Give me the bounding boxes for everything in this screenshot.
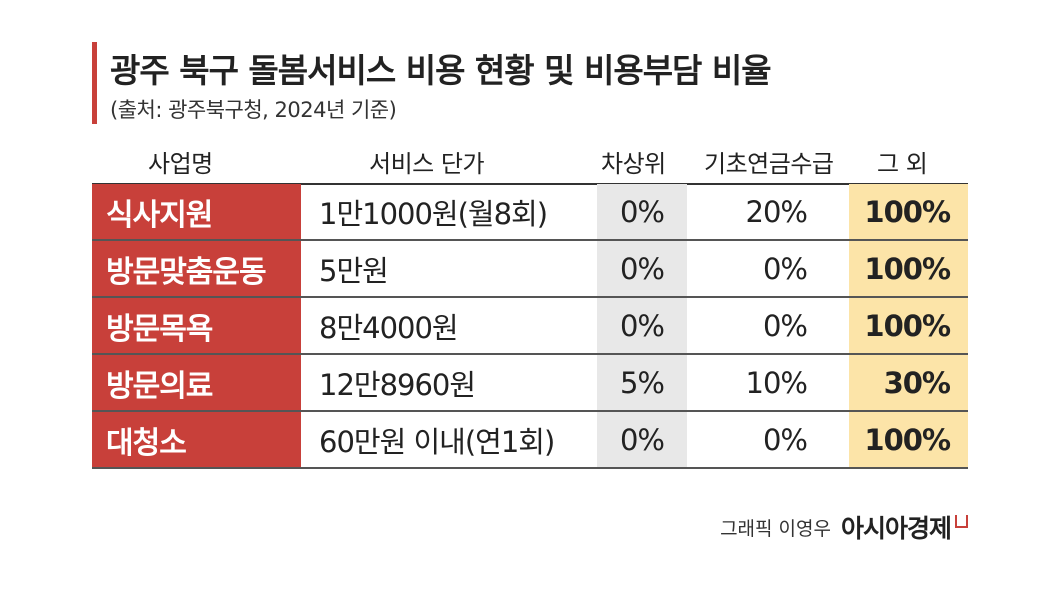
row-price-cell: 5만원 bbox=[319, 253, 389, 288]
table-row: 식사지원 1만1000원(월8회) 0% 20% 100% bbox=[92, 184, 968, 241]
row-pension-cell: 10% bbox=[745, 365, 808, 400]
row-other-cell: 100% bbox=[849, 412, 968, 467]
row-price-cell: 1만1000원(월8회) bbox=[319, 196, 548, 231]
table-row: 방문목욕 8만4000원 0% 0% 100% bbox=[92, 298, 968, 355]
row-name-cell: 방문목욕 bbox=[92, 298, 301, 353]
row-pension-cell: 20% bbox=[745, 194, 808, 229]
row-other-cell: 100% bbox=[849, 184, 968, 239]
header-other: 그 외 bbox=[877, 150, 928, 178]
row-low-income-cell: 5% bbox=[597, 355, 687, 410]
header-price: 서비스 단가 bbox=[369, 150, 485, 178]
row-name-cell: 방문의료 bbox=[92, 355, 301, 410]
row-pension-cell: 0% bbox=[762, 422, 808, 457]
header-name: 사업명 bbox=[148, 150, 213, 178]
table-body: 식사지원 1만1000원(월8회) 0% 20% 100% 방문맞춤운동 5만원… bbox=[92, 184, 968, 469]
row-low-income-cell: 0% bbox=[597, 241, 687, 296]
source-subtitle: (출처: 광주북구청, 2024년 기준) bbox=[110, 98, 397, 122]
row-other-cell: 100% bbox=[849, 298, 968, 353]
row-pension-cell: 0% bbox=[762, 308, 808, 343]
graphic-credit: 그래픽 이영우 bbox=[720, 517, 831, 540]
row-price-cell: 12만8960원 bbox=[319, 367, 476, 402]
table-row: 방문맞춤운동 5만원 0% 0% 100% bbox=[92, 241, 968, 298]
cost-table: 사업명 서비스 단가 차상위 기초연금수급 그 외 식사지원 1만1000원(월… bbox=[92, 136, 968, 469]
table-header-row: 사업명 서비스 단가 차상위 기초연금수급 그 외 bbox=[92, 136, 968, 185]
page-title: 광주 북구 돌봄서비스 비용 현황 및 비용부담 비율 bbox=[110, 51, 772, 90]
header-pension: 기초연금수급 bbox=[704, 150, 834, 178]
row-other-cell: 100% bbox=[849, 241, 968, 296]
row-name-cell: 식사지원 bbox=[92, 184, 301, 239]
row-low-income-cell: 0% bbox=[597, 412, 687, 467]
brand-logo: 아시아경제 bbox=[840, 514, 952, 543]
row-low-income-cell: 0% bbox=[597, 298, 687, 353]
header-divider bbox=[92, 183, 968, 185]
row-low-income-cell: 0% bbox=[597, 184, 687, 239]
row-price-cell: 60만원 이내(연1회) bbox=[319, 424, 555, 459]
row-name-cell: 방문맞춤운동 bbox=[92, 241, 301, 296]
row-other-cell: 30% bbox=[849, 355, 968, 410]
header-low-income: 차상위 bbox=[601, 150, 666, 178]
row-price-cell: 8만4000원 bbox=[319, 310, 459, 345]
table-row: 대청소 60만원 이내(연1회) 0% 0% 100% bbox=[92, 412, 968, 469]
credit-line: 그래픽 이영우 아시아경제 bbox=[720, 509, 968, 545]
row-pension-cell: 0% bbox=[762, 251, 808, 286]
row-name-cell: 대청소 bbox=[92, 412, 301, 467]
brand-mark-icon bbox=[955, 514, 968, 528]
title-accent-bar bbox=[92, 42, 97, 124]
table-row: 방문의료 12만8960원 5% 10% 30% bbox=[92, 355, 968, 412]
